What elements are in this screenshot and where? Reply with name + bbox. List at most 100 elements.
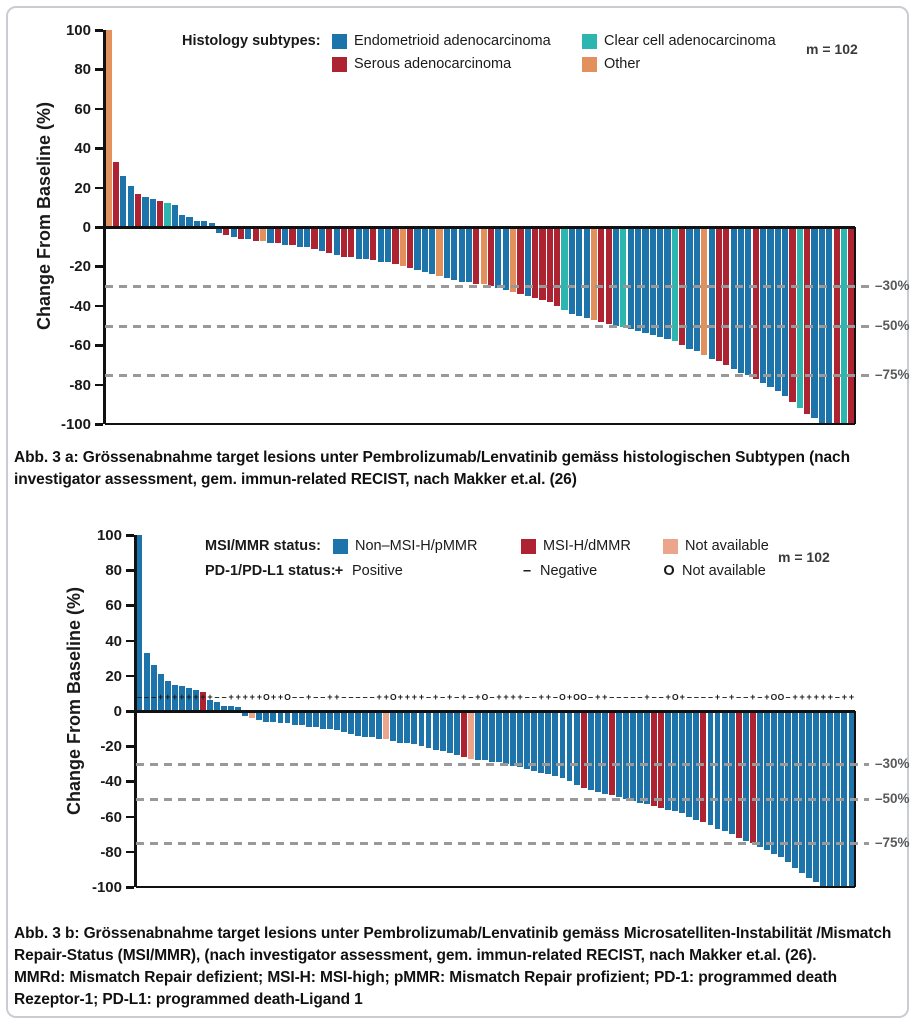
- pd-status-positive-marker: +: [461, 691, 467, 702]
- y-tick-label: -60: [69, 337, 91, 355]
- bar: [693, 227, 700, 352]
- bar: [443, 227, 450, 279]
- bar: [601, 711, 608, 794]
- bar: [237, 227, 245, 239]
- pd-status-negative-marker: –: [468, 691, 474, 702]
- legend-title: Histology subtypes:: [182, 33, 321, 49]
- bar: [355, 227, 362, 259]
- pd-status-positive-marker: +: [764, 691, 770, 702]
- y-tick-label: 20: [105, 667, 122, 685]
- legend-item-serous: Serous adenocarcinoma: [332, 56, 582, 72]
- legend-label: Other: [604, 56, 641, 72]
- bar: [642, 227, 649, 334]
- bar: [136, 535, 143, 711]
- waterfall-chart-msi-mmr: 100 80 60 40 20 0 -20 -40 -60 -80 -100 –30% –50% –75%…: [92, 528, 910, 895]
- bar: [105, 30, 112, 227]
- bar: [208, 223, 215, 227]
- bar: [362, 711, 369, 738]
- pd-status-positive-marker: +: [538, 691, 544, 702]
- legend-label: Serous adenocarcinoma: [354, 56, 512, 72]
- bar: [612, 227, 620, 326]
- bar: [446, 711, 453, 754]
- legend-item-clear-cell: Clear cell adenocarcinoma: [582, 33, 776, 49]
- bar: [333, 227, 340, 255]
- bar: [756, 711, 763, 847]
- legend-item-msi-h: MSI-H/dMMR: [521, 538, 663, 554]
- pd-status-positive-marker: +: [848, 691, 855, 702]
- non-msi-h-swatch: [333, 538, 348, 554]
- bar: [665, 711, 672, 810]
- legend-item-other: Other: [582, 56, 776, 72]
- legend-label: Positive: [352, 563, 403, 579]
- pd-status-negative-marker: –: [440, 691, 446, 702]
- threshold-label: –30%: [875, 755, 910, 771]
- bar: [707, 711, 714, 826]
- bar: [390, 711, 397, 741]
- bar: [305, 711, 312, 727]
- axis-bottom-line: [105, 422, 855, 425]
- bar: [318, 227, 325, 251]
- bar: [120, 175, 127, 227]
- legend-spacer: [182, 56, 332, 72]
- pd-status-negative-marker: –: [362, 691, 368, 702]
- bar: [792, 711, 799, 868]
- pd-status-negative-marker: –: [292, 691, 298, 702]
- pd-status-positive-marker: +: [595, 691, 601, 702]
- bar: [439, 711, 446, 752]
- bar: [377, 227, 384, 263]
- caption-text: Abb. 3 b: Grössenabnahme target lesions …: [14, 925, 892, 964]
- y-tick: [95, 68, 103, 71]
- bar: [291, 711, 298, 726]
- bar: [157, 674, 164, 711]
- legend-title-msi: MSI/MMR status:: [205, 538, 321, 554]
- legend-item-pd1-na: O Not available: [663, 563, 769, 579]
- pd-status-negative-marker: –: [341, 691, 347, 702]
- sample-size-label-a: m = 102: [806, 41, 858, 57]
- bar: [789, 227, 796, 403]
- bar: [752, 227, 759, 379]
- caption-abbreviations: MMRd: Mismatch Repair defizient; MSI-H: …: [14, 969, 837, 1008]
- y-tick-label: -80: [69, 376, 91, 394]
- bar: [171, 205, 178, 227]
- bar: [215, 227, 223, 233]
- legend-item-pd1-positive: + Positive: [333, 563, 521, 579]
- bar: [436, 227, 443, 277]
- bar: [270, 711, 277, 722]
- bar: [432, 711, 439, 750]
- pd-status-negative-marker: –: [454, 691, 460, 702]
- bar: [223, 227, 230, 235]
- legend-label: MSI-H/dMMR: [543, 538, 631, 554]
- pd-status-positive-marker: +: [729, 691, 735, 702]
- bar: [598, 227, 605, 322]
- bar: [312, 711, 319, 727]
- pd-status-positive-marker: +: [503, 691, 509, 702]
- bar: [453, 711, 460, 755]
- bar: [235, 707, 242, 711]
- pd-status-positive-marker: +: [792, 691, 798, 702]
- bar: [538, 711, 545, 773]
- bar: [112, 161, 120, 227]
- pd-status-negative-marker: –: [320, 691, 326, 702]
- bar: [735, 711, 742, 838]
- bar: [737, 227, 745, 373]
- bar: [730, 227, 737, 369]
- bar: [135, 193, 142, 227]
- pd-status-negative-marker: –: [700, 691, 706, 702]
- bar: [149, 199, 156, 227]
- legend-label: Non–MSI-H/pMMR: [355, 538, 478, 554]
- bar: [407, 227, 414, 269]
- bar: [763, 711, 770, 851]
- bar: [418, 711, 425, 747]
- bar: [274, 227, 281, 243]
- pd-status-not-available-marker: O: [284, 691, 291, 702]
- pd-status-positive-marker: +: [383, 691, 389, 702]
- pd-status-positive-marker: +: [165, 691, 171, 702]
- bar: [635, 227, 642, 332]
- plus-symbol-icon: +: [334, 563, 344, 579]
- pd-status-not-available-marker: O: [481, 691, 489, 702]
- bar: [531, 711, 538, 771]
- zero-baseline: [136, 710, 855, 713]
- bar: [489, 711, 495, 763]
- bar: [664, 227, 671, 340]
- threshold-label: –75%: [875, 366, 910, 382]
